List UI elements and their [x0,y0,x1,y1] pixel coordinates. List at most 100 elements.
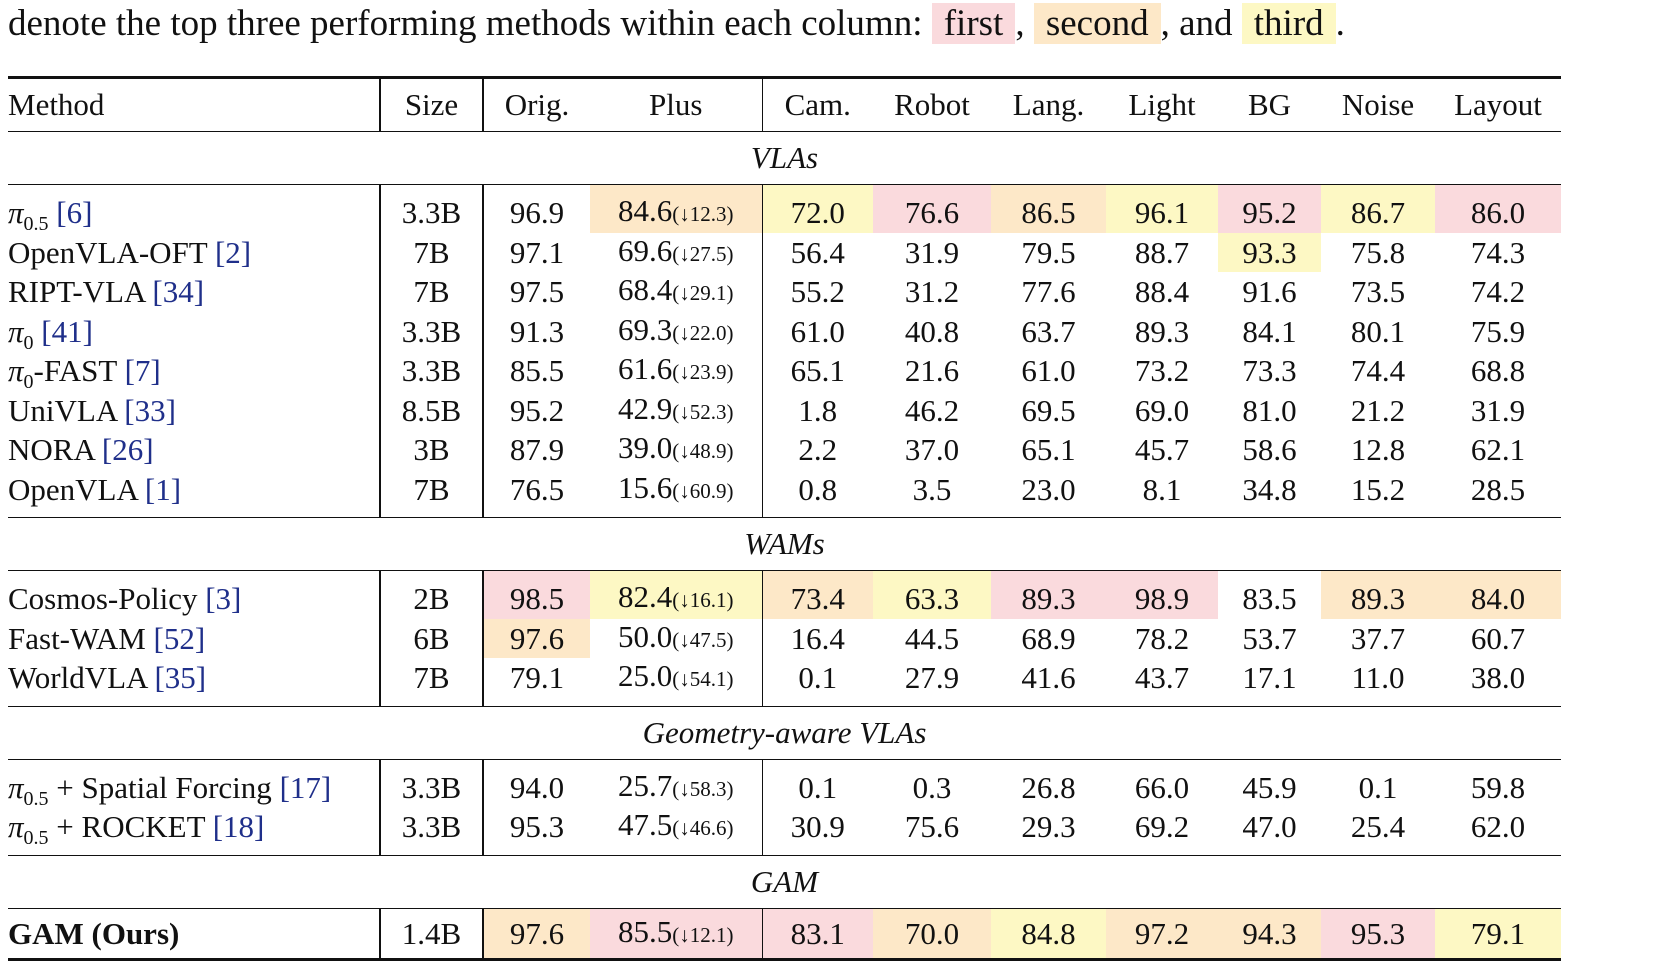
robot-cell: 46.2 [904,392,960,428]
citation-link[interactable]: [17] [279,769,332,805]
method-cell: π0 [41] [8,312,380,353]
citation-link[interactable]: [34] [152,274,205,309]
noise-cell: 25.4 [1321,807,1435,856]
table-row: RIPT-VLA [34] 7B 97.5 68.4(↓29.1) 55.2 31.2 77… [8,272,1561,312]
layout-cell: 79.1 [1435,908,1561,961]
layout-cell: 62.1 [1470,432,1526,467]
method-cell: NORA [26] [8,430,380,470]
table-row: UniVLA [33] 8.5B 95.2 42.9(↓52.3) 1.8 46.2 69.… [8,390,1561,430]
plus-delta: (↓16.1) [672,588,734,612]
citation-link[interactable]: [35] [154,660,207,695]
table-row: π0.5 [6] 3.3B 96.9 84.6(↓12.3) 72.0 76.6 86.5 9… [8,184,1561,236]
plus-delta: (↓22.0) [672,320,734,345]
noise-cell: 80.1 [1350,313,1406,349]
orig-cell: 91.3 [509,313,565,349]
method-name: UniVLA [8,392,117,428]
noise-cell: 21.2 [1350,392,1406,428]
noise-cell: 12.8 [1350,432,1406,467]
method-name: GAM (Ours) [8,915,180,951]
table-row: π0 [41] 3.3B 91.3 69.3(↓22.0) 61.0 40.8 63.7 89… [8,311,1561,353]
cam-cell: 16.4 [790,620,845,656]
plus-delta: (↓46.6) [672,816,734,840]
section-title: Geometry-aware VLAs [8,706,1561,760]
citation-link[interactable]: [2] [214,234,252,270]
size-cell: 7B [379,272,484,312]
plus-cell: 85.5(↓12.1) [590,908,763,961]
lang-cell: 41.6 [991,658,1106,707]
plus-value: 69.3 [618,311,673,347]
orig-cell: 76.5 [483,469,590,518]
bg-cell: 73.3 [1242,353,1297,388]
noise-cell: 75.8 [1350,234,1406,270]
caption-sep: , [1015,3,1025,44]
citation-link[interactable]: [52] [153,620,206,656]
method-name: π0.5 [8,195,49,236]
citation-link[interactable]: [33] [124,392,176,428]
layout-cell: 74.2 [1470,274,1526,309]
bg-cell: 83.5 [1242,581,1297,616]
light-cell: 73.2 [1134,353,1190,388]
orig-cell: 98.5 [483,570,590,619]
cam-cell: 56.4 [790,234,845,270]
header-robot: Robot [873,76,991,132]
citation-link[interactable]: [26] [101,432,154,467]
citation-link[interactable]: [6] [56,195,93,230]
lang-cell: 79.5 [1021,234,1076,270]
plus-value: 42.9 [618,390,673,426]
table-row: π0-FAST [7] 3.3B 85.5 61.6(↓23.9) 65.1 21.6 61… [8,351,1561,392]
citation-link[interactable]: [7] [124,353,161,388]
plus-delta: (↓60.9) [672,478,734,503]
method-name: Fast-WAM [8,620,146,656]
header-bg: BG [1218,76,1321,132]
plus-cell: 15.6(↓60.9) [590,469,763,518]
lang-cell: 65.1 [1021,432,1076,467]
layout-cell: 86.0 [1435,184,1561,233]
plus-value: 82.4 [618,579,673,614]
noise-cell: 15.2 [1321,469,1435,518]
cam-cell: 0.8 [762,469,873,518]
plus-cell: 61.6(↓23.9) [590,351,763,391]
orig-cell: 97.6 [483,618,590,658]
cam-cell: 0.1 [798,769,838,805]
cam-cell: 83.1 [762,908,873,961]
lang-cell: 29.3 [991,807,1106,856]
lang-cell: 23.0 [991,469,1106,518]
section-header-row: GAM [8,855,1561,909]
method-cell: RIPT-VLA [34] [8,272,380,312]
citation-link[interactable]: [1] [144,471,182,507]
citation-link[interactable]: [41] [41,313,93,349]
plus-delta: (↓23.9) [672,360,734,384]
size-cell: 7B [379,658,484,707]
size-cell: 3B [379,430,484,470]
orig-cell: 97.6 [483,908,590,961]
method-name: WorldVLA [8,660,147,695]
size-cell: 3.3B [379,311,484,351]
orig-cell: 97.5 [509,274,565,309]
citation-link[interactable]: [3] [205,581,242,616]
plus-cell: 50.0(↓47.5) [590,618,763,658]
plus-delta: (↓27.5) [672,241,734,266]
cam-cell: 1.8 [798,392,838,428]
citation-link[interactable]: [18] [212,809,265,844]
lang-cell: 26.8 [1021,769,1076,805]
header-layout: Layout [1435,76,1561,132]
section-header-row: Geometry-aware VLAs [8,706,1561,760]
orig-cell: 94.0 [509,769,565,805]
bg-cell: 81.0 [1242,392,1297,428]
header-method: Method [8,76,380,132]
table-row: OpenVLA-OFT [2] 7B 97.1 69.6(↓27.5) 56.4 31.9… [8,232,1561,272]
lang-cell: 86.5 [991,184,1106,233]
bg-cell: 34.8 [1218,469,1321,518]
plus-value: 50.0 [618,618,673,654]
table-row: OpenVLA [1] 7B 76.5 15.6(↓60.9) 0.8 3.5 23.0 8.… [8,469,1561,518]
noise-cell: 73.5 [1350,274,1406,309]
noise-cell: 95.3 [1321,908,1435,961]
light-cell: 45.7 [1134,432,1190,467]
robot-cell: 76.6 [873,184,991,233]
robot-cell: 3.5 [873,469,991,518]
method-cell: OpenVLA [1] [8,469,380,518]
results-table: Method Size Orig. Plus Cam. Robot Lang. … [8,76,1561,961]
caption-end: . [1335,3,1345,44]
robot-cell: 27.9 [873,658,991,707]
size-cell: 3.3B [379,184,484,233]
